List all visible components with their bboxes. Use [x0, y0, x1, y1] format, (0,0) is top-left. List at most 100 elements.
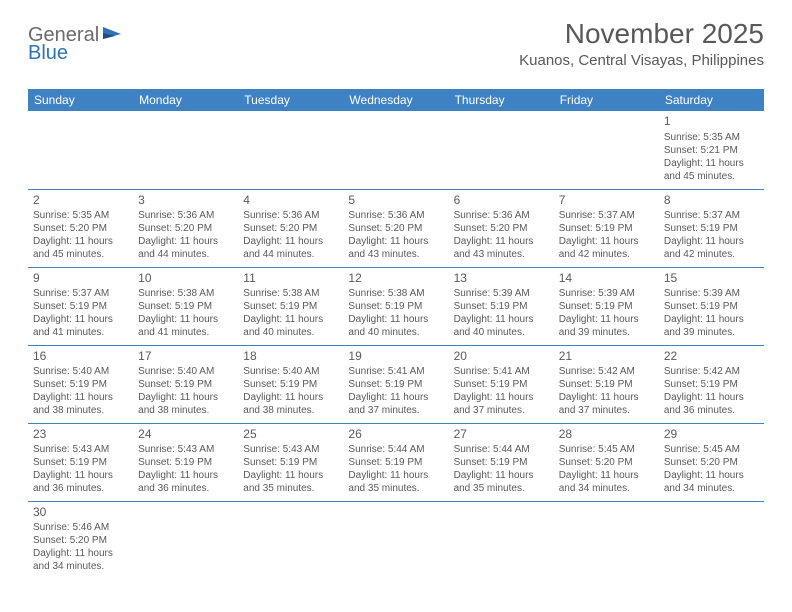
sunset-line: Sunset: 5:19 PM — [664, 300, 759, 313]
day-number: 29 — [664, 427, 759, 443]
calendar-cell — [133, 111, 238, 189]
daylight-line: Daylight: 11 hours and 45 minutes. — [664, 157, 759, 183]
daylight-line: Daylight: 11 hours and 34 minutes. — [664, 469, 759, 495]
calendar-row: 1Sunrise: 5:35 AMSunset: 5:21 PMDaylight… — [28, 111, 764, 189]
daylight-line: Daylight: 11 hours and 40 minutes. — [243, 313, 338, 339]
sunset-line: Sunset: 5:19 PM — [138, 378, 233, 391]
title-block: November 2025 Kuanos, Central Visayas, P… — [519, 18, 764, 69]
sunset-line: Sunset: 5:19 PM — [664, 222, 759, 235]
sunrise-line: Sunrise: 5:40 AM — [138, 365, 233, 378]
sunrise-line: Sunrise: 5:35 AM — [664, 131, 759, 144]
sunrise-line: Sunrise: 5:39 AM — [454, 287, 549, 300]
daylight-line: Daylight: 11 hours and 42 minutes. — [559, 235, 654, 261]
sunset-line: Sunset: 5:19 PM — [664, 378, 759, 391]
calendar-cell — [449, 501, 554, 579]
sunrise-line: Sunrise: 5:44 AM — [348, 443, 443, 456]
logo-text-blue-wrap: Blue — [28, 42, 68, 65]
calendar-cell: 16Sunrise: 5:40 AMSunset: 5:19 PMDayligh… — [28, 345, 133, 423]
month-title: November 2025 — [519, 18, 764, 50]
day-number: 1 — [664, 114, 759, 130]
daylight-line: Daylight: 11 hours and 35 minutes. — [243, 469, 338, 495]
day-number: 14 — [559, 271, 654, 287]
day-number: 24 — [138, 427, 233, 443]
day-number: 15 — [664, 271, 759, 287]
calendar-cell — [554, 501, 659, 579]
day-number: 18 — [243, 349, 338, 365]
calendar-cell: 24Sunrise: 5:43 AMSunset: 5:19 PMDayligh… — [133, 423, 238, 501]
daylight-line: Daylight: 11 hours and 34 minutes. — [559, 469, 654, 495]
sunset-line: Sunset: 5:19 PM — [243, 456, 338, 469]
sunrise-line: Sunrise: 5:44 AM — [454, 443, 549, 456]
sunrise-line: Sunrise: 5:36 AM — [454, 209, 549, 222]
daylight-line: Daylight: 11 hours and 45 minutes. — [33, 235, 128, 261]
sunrise-line: Sunrise: 5:38 AM — [348, 287, 443, 300]
calendar-cell — [28, 111, 133, 189]
calendar-row: 16Sunrise: 5:40 AMSunset: 5:19 PMDayligh… — [28, 345, 764, 423]
calendar-row: 2Sunrise: 5:35 AMSunset: 5:20 PMDaylight… — [28, 189, 764, 267]
daylight-line: Daylight: 11 hours and 35 minutes. — [348, 469, 443, 495]
calendar-cell: 30Sunrise: 5:46 AMSunset: 5:20 PMDayligh… — [28, 501, 133, 579]
sunset-line: Sunset: 5:20 PM — [664, 456, 759, 469]
sunrise-line: Sunrise: 5:43 AM — [33, 443, 128, 456]
calendar-cell: 23Sunrise: 5:43 AMSunset: 5:19 PMDayligh… — [28, 423, 133, 501]
calendar-cell: 18Sunrise: 5:40 AMSunset: 5:19 PMDayligh… — [238, 345, 343, 423]
sunrise-line: Sunrise: 5:35 AM — [33, 209, 128, 222]
daylight-line: Daylight: 11 hours and 41 minutes. — [33, 313, 128, 339]
calendar-cell: 17Sunrise: 5:40 AMSunset: 5:19 PMDayligh… — [133, 345, 238, 423]
sunrise-line: Sunrise: 5:45 AM — [664, 443, 759, 456]
sunrise-line: Sunrise: 5:36 AM — [138, 209, 233, 222]
sunrise-line: Sunrise: 5:37 AM — [33, 287, 128, 300]
header: General November 2025 Kuanos, Central Vi… — [28, 18, 764, 69]
daylight-line: Daylight: 11 hours and 44 minutes. — [138, 235, 233, 261]
sunrise-line: Sunrise: 5:42 AM — [664, 365, 759, 378]
sunrise-line: Sunrise: 5:36 AM — [348, 209, 443, 222]
day-number: 7 — [559, 193, 654, 209]
day-header: Monday — [133, 89, 238, 111]
sunset-line: Sunset: 5:19 PM — [348, 300, 443, 313]
daylight-line: Daylight: 11 hours and 38 minutes. — [33, 391, 128, 417]
sunset-line: Sunset: 5:19 PM — [243, 378, 338, 391]
sunset-line: Sunset: 5:20 PM — [138, 222, 233, 235]
sunset-line: Sunset: 5:19 PM — [454, 300, 549, 313]
daylight-line: Daylight: 11 hours and 38 minutes. — [138, 391, 233, 417]
sunset-line: Sunset: 5:20 PM — [348, 222, 443, 235]
sunrise-line: Sunrise: 5:39 AM — [559, 287, 654, 300]
calendar-cell — [343, 111, 448, 189]
day-number: 10 — [138, 271, 233, 287]
day-number: 28 — [559, 427, 654, 443]
day-number: 4 — [243, 193, 338, 209]
sunset-line: Sunset: 5:20 PM — [33, 222, 128, 235]
sunrise-line: Sunrise: 5:46 AM — [33, 521, 128, 534]
calendar-cell: 12Sunrise: 5:38 AMSunset: 5:19 PMDayligh… — [343, 267, 448, 345]
sunrise-line: Sunrise: 5:45 AM — [559, 443, 654, 456]
sunrise-line: Sunrise: 5:37 AM — [664, 209, 759, 222]
location-subtitle: Kuanos, Central Visayas, Philippines — [519, 52, 764, 69]
sunset-line: Sunset: 5:19 PM — [348, 456, 443, 469]
daylight-line: Daylight: 11 hours and 39 minutes. — [664, 313, 759, 339]
calendar-cell: 4Sunrise: 5:36 AMSunset: 5:20 PMDaylight… — [238, 189, 343, 267]
day-number: 16 — [33, 349, 128, 365]
day-number: 11 — [243, 271, 338, 287]
day-number: 17 — [138, 349, 233, 365]
calendar-cell — [238, 501, 343, 579]
daylight-line: Daylight: 11 hours and 37 minutes. — [454, 391, 549, 417]
day-header: Tuesday — [238, 89, 343, 111]
day-number: 25 — [243, 427, 338, 443]
day-number: 8 — [664, 193, 759, 209]
calendar-cell: 27Sunrise: 5:44 AMSunset: 5:19 PMDayligh… — [449, 423, 554, 501]
day-number: 23 — [33, 427, 128, 443]
sunset-line: Sunset: 5:19 PM — [138, 456, 233, 469]
daylight-line: Daylight: 11 hours and 41 minutes. — [138, 313, 233, 339]
sunset-line: Sunset: 5:19 PM — [559, 222, 654, 235]
daylight-line: Daylight: 11 hours and 37 minutes. — [559, 391, 654, 417]
daylight-line: Daylight: 11 hours and 35 minutes. — [454, 469, 549, 495]
day-number: 5 — [348, 193, 443, 209]
calendar-cell — [133, 501, 238, 579]
daylight-line: Daylight: 11 hours and 34 minutes. — [33, 547, 128, 573]
sunset-line: Sunset: 5:19 PM — [138, 300, 233, 313]
calendar-cell — [554, 111, 659, 189]
calendar-cell: 20Sunrise: 5:41 AMSunset: 5:19 PMDayligh… — [449, 345, 554, 423]
day-number: 30 — [33, 505, 128, 521]
sunrise-line: Sunrise: 5:39 AM — [664, 287, 759, 300]
sunset-line: Sunset: 5:19 PM — [243, 300, 338, 313]
